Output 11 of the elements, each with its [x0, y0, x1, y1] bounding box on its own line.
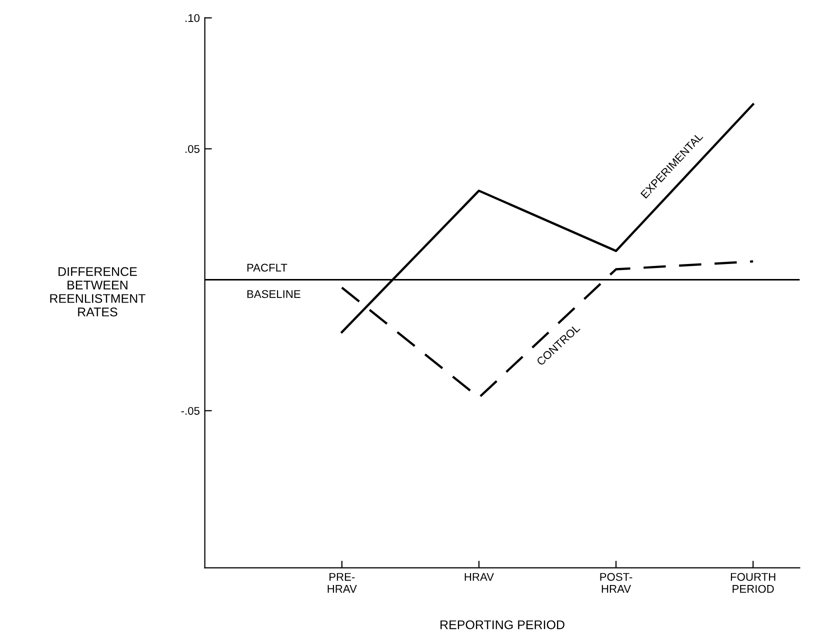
- y-tick-label: .10: [186, 14, 200, 22]
- text: PACFLT BASELINE: [247, 264, 300, 298]
- y-tick-label: .05: [186, 145, 200, 153]
- x-tick-label: FOURTH PERIOD: [730, 572, 776, 593]
- x-tick-label: HRAV: [464, 573, 494, 581]
- x-tick-label: PRE- HRAV: [328, 573, 357, 593]
- y-axis-title: DIFFERENCE BETWEEN REENLISTMENT RATES: [50, 267, 146, 316]
- y-tick-label: -.05: [181, 406, 200, 415]
- x-tick-label: POST- HRAV: [600, 572, 632, 593]
- line-series: [340, 260, 754, 399]
- x-axis-title: REPORTING PERIOD: [440, 620, 564, 630]
